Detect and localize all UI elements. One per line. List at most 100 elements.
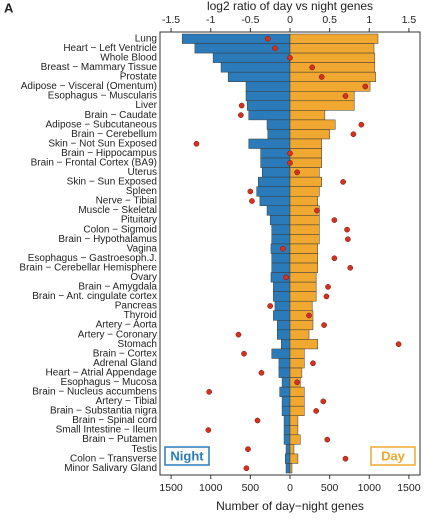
ratio-dot <box>249 198 255 204</box>
bar <box>289 453 299 464</box>
bar <box>273 291 291 302</box>
bar <box>258 176 291 187</box>
bar <box>289 148 322 159</box>
bar <box>245 81 291 92</box>
bar <box>289 62 376 73</box>
bar <box>289 71 376 82</box>
ratio-dot <box>309 64 316 71</box>
bar <box>289 415 299 426</box>
category-label: Muscle − Skeletal <box>78 205 157 216</box>
bar <box>273 281 291 292</box>
bar <box>246 100 291 111</box>
ratio-dot <box>331 255 338 262</box>
ratio-dot <box>395 341 402 348</box>
bar <box>212 52 291 63</box>
ratio-dot <box>313 408 320 414</box>
category-label: Brain − Cortex <box>93 348 157 359</box>
category-label: Nerve − Tibial <box>96 196 157 207</box>
category-label: Brain − Cerebellum <box>71 129 157 140</box>
category-label: Stomach <box>118 339 157 350</box>
category-label: Brain − Ant. cingulate cortex <box>32 291 157 302</box>
category-label: Brain − Caudate <box>84 110 157 121</box>
bar <box>289 157 322 168</box>
category-label: Uterus <box>128 167 157 178</box>
category-label: Esophagus − Muscularis <box>48 91 157 102</box>
category-label: Adipose − Subcutaneous <box>46 119 157 130</box>
ratio-dot <box>318 74 325 80</box>
ratio-dot <box>258 369 265 376</box>
x2-tick-label: 0.5 <box>322 14 337 26</box>
bar <box>260 157 291 168</box>
ratio-dot <box>287 159 293 166</box>
bar <box>289 215 320 226</box>
ratio-dot <box>193 140 200 147</box>
bar <box>289 291 317 302</box>
ratio-dot <box>243 465 250 472</box>
bar <box>181 33 291 44</box>
ratio-dot <box>358 121 365 128</box>
legend-box <box>164 446 210 466</box>
bar <box>259 195 291 207</box>
bar <box>289 176 322 187</box>
bar <box>262 167 291 178</box>
legend-label: Day <box>381 448 406 463</box>
bar <box>289 405 305 416</box>
bar <box>289 138 322 149</box>
category-label: Skin − Sun Exposed <box>67 177 157 188</box>
category-label: Liver <box>135 100 157 111</box>
ratio-dot <box>272 45 278 52</box>
ratio-dot <box>362 83 369 90</box>
bar <box>289 129 330 140</box>
ratio-dot <box>306 312 312 319</box>
x-tick-label: 1500 <box>159 482 183 494</box>
bar <box>227 71 291 82</box>
bar <box>289 186 320 197</box>
ratio-dot <box>247 188 254 195</box>
ratio-dot <box>287 55 293 61</box>
bar <box>273 310 291 321</box>
bar <box>289 358 305 369</box>
bar <box>289 281 317 292</box>
legend-label: Night <box>170 448 204 463</box>
bar <box>289 43 375 54</box>
bar <box>271 262 291 273</box>
legend-box <box>370 446 416 466</box>
x2-tick-label: 1.5 <box>402 14 417 26</box>
bar <box>248 138 291 149</box>
ratio-dot <box>324 436 331 443</box>
bar <box>256 186 291 197</box>
category-label: Brain − Substantia nigra <box>50 406 157 417</box>
category-label: Brain − Putamen <box>82 434 157 445</box>
bar <box>269 215 291 226</box>
bar <box>289 243 318 254</box>
ratio-dot <box>238 112 244 118</box>
category-label: Pancreas <box>115 301 157 312</box>
bar <box>289 234 320 245</box>
bar <box>277 329 291 340</box>
ratio-dot <box>245 446 251 452</box>
bar <box>260 148 291 159</box>
bar <box>289 320 314 331</box>
bar <box>289 425 299 436</box>
ratio-dot <box>294 169 300 176</box>
ratio-dot <box>323 293 330 300</box>
ratio-dot <box>345 236 351 243</box>
ratio-dot <box>342 455 349 462</box>
x-axis-title: Number of day−night genes <box>216 499 364 513</box>
bar <box>289 367 303 378</box>
bar <box>281 339 291 350</box>
bar <box>271 253 291 264</box>
category-label: Thyroid <box>124 310 157 321</box>
bar <box>289 195 318 207</box>
bar <box>274 300 291 312</box>
bar <box>281 405 291 416</box>
bar <box>271 224 291 235</box>
bar <box>245 91 291 102</box>
panel-label: A <box>4 0 14 15</box>
bar <box>283 434 291 445</box>
category-label: Minor Salivary Gland <box>64 463 157 474</box>
bar <box>281 377 291 388</box>
ratio-dot <box>342 93 349 99</box>
bar <box>285 444 291 455</box>
category-label: Brain − Hippocampus <box>61 148 157 159</box>
